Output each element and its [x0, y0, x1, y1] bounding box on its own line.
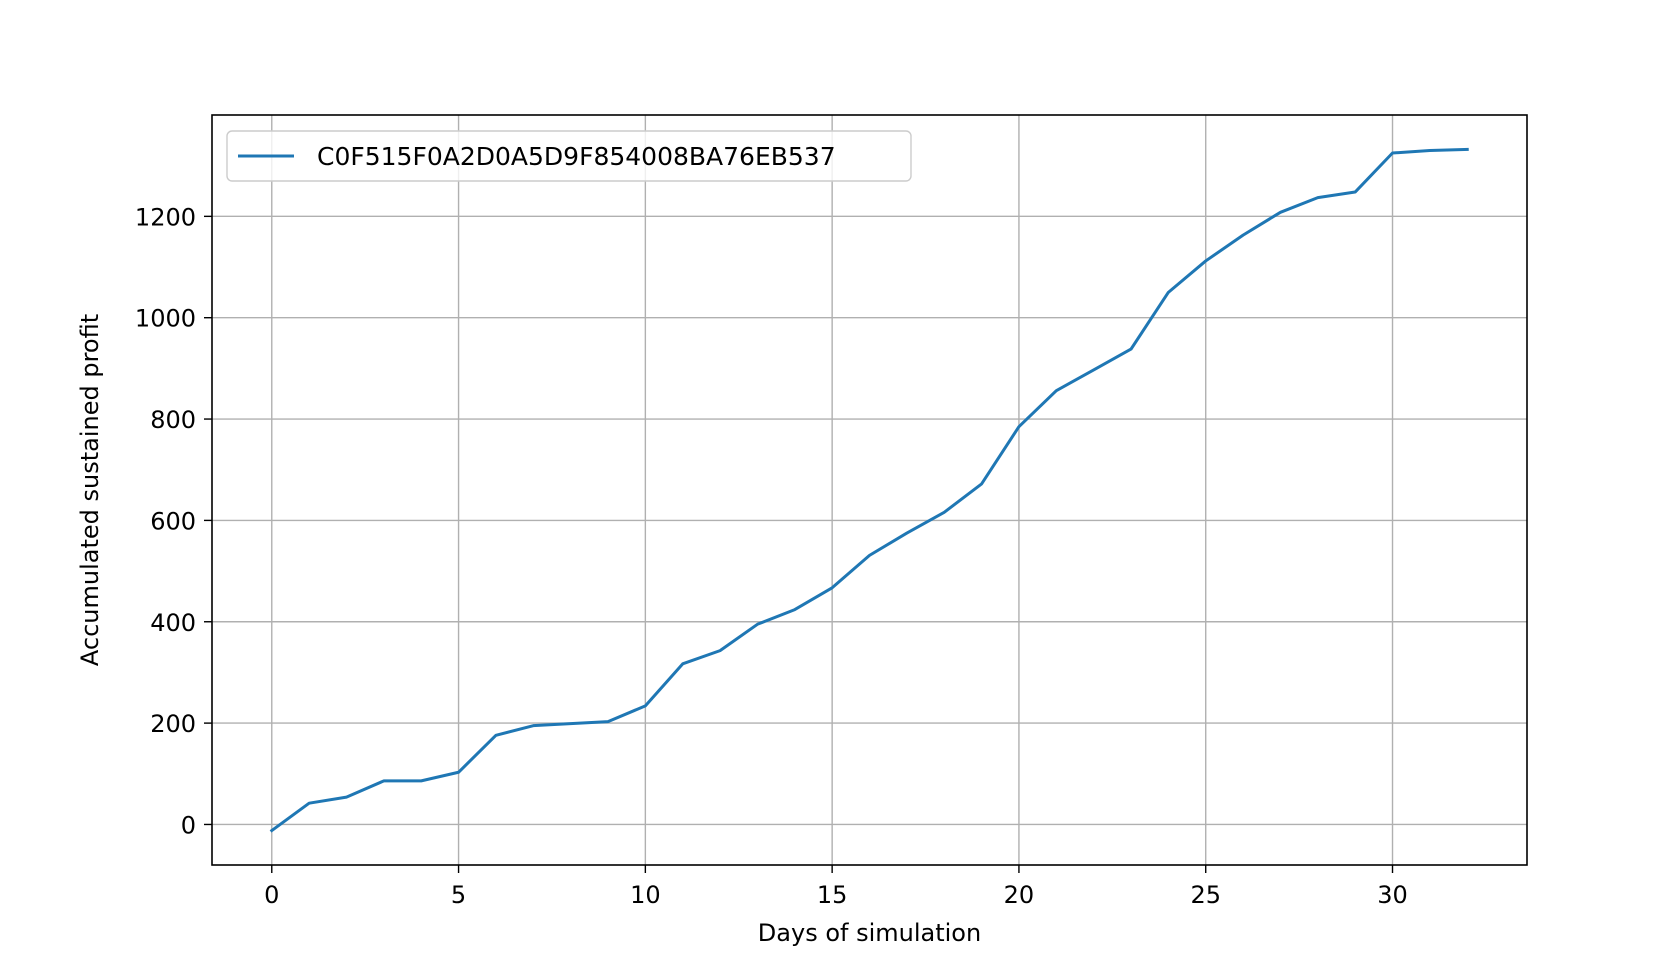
y-tick-label: 600 [150, 507, 196, 535]
legend-label: C0F515F0A2D0A5D9F854008BA76EB537 [317, 142, 836, 171]
y-tick-label: 1200 [135, 203, 196, 231]
y-tick-label: 1000 [135, 305, 196, 333]
plot-frame [211, 114, 1528, 866]
x-axis-label: Days of simulation [758, 919, 981, 947]
y-axis-label: Accumulated sustained profit [76, 314, 104, 666]
y-tick-label: 400 [150, 609, 196, 637]
series-lines [269, 147, 1469, 833]
y-tick-label: 0 [181, 811, 196, 839]
x-tick-label: 15 [817, 881, 848, 909]
y-tick-label: 800 [150, 406, 196, 434]
x-tick-label: 20 [1004, 881, 1035, 909]
axis-ticks: 0 5 10 15 20 25 30 0 200 400 600 800 1000 1200 [135, 203, 1408, 909]
grid-lines [212, 115, 1527, 865]
x-tick-label: 30 [1377, 881, 1408, 909]
y-tick-label: 200 [150, 710, 196, 738]
legend: C0F515F0A2D0A5D9F854008BA76EB537 [226, 130, 912, 182]
x-tick-label: 25 [1190, 881, 1221, 909]
x-tick-label: 5 [451, 881, 466, 909]
legend-box [226, 130, 912, 182]
series-line [269, 147, 1469, 833]
x-tick-label: 10 [630, 881, 661, 909]
x-tick-label: 0 [264, 881, 279, 909]
